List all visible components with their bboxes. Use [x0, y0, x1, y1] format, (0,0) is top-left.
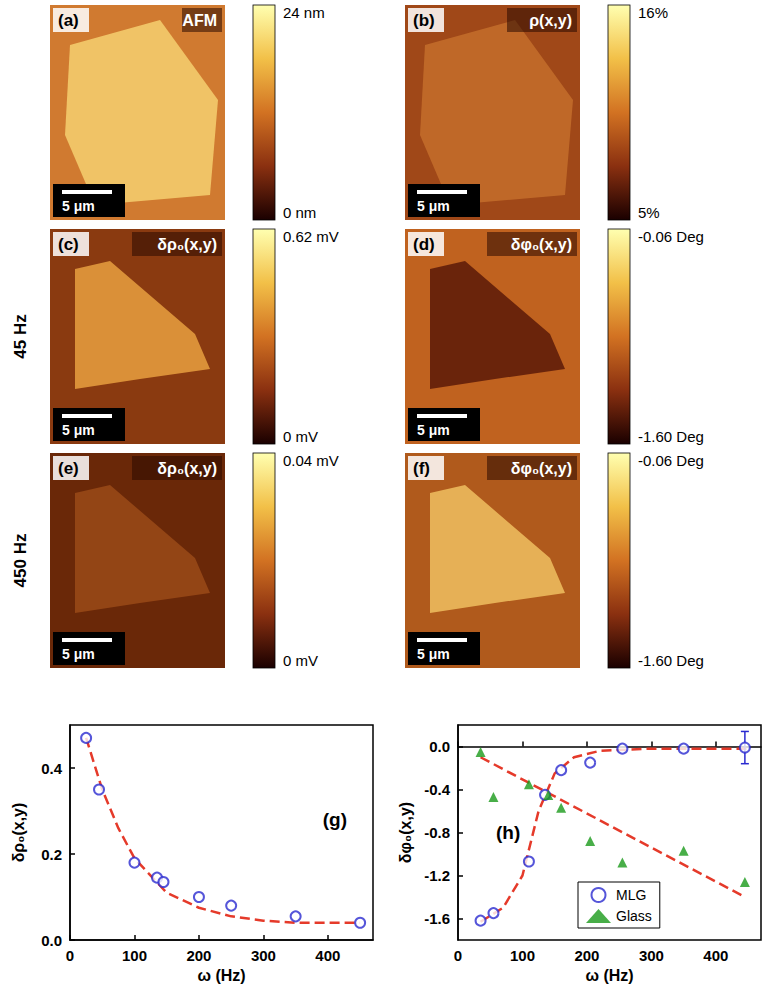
- svg-text:400: 400: [315, 947, 340, 964]
- svg-text:0.0: 0.0: [429, 738, 450, 755]
- svg-text:400: 400: [703, 947, 728, 964]
- svg-text:δρ₀(x,y): δρ₀(x,y): [157, 236, 217, 253]
- svg-text:0.04 mV: 0.04 mV: [283, 452, 339, 469]
- svg-text:(d): (d): [413, 235, 435, 254]
- svg-text:5 μm: 5 μm: [417, 198, 450, 214]
- svg-text:0 nm: 0 nm: [283, 204, 316, 221]
- svg-text:δφ₀(x,y): δφ₀(x,y): [511, 460, 572, 477]
- svg-text:0: 0: [66, 947, 74, 964]
- svg-text:-0.4: -0.4: [424, 781, 451, 798]
- svg-text:100: 100: [122, 947, 147, 964]
- svg-text:-0.06 Deg: -0.06 Deg: [638, 452, 704, 469]
- svg-text:ω (Hz): ω (Hz): [585, 967, 633, 984]
- svg-text:5%: 5%: [638, 204, 660, 221]
- svg-text:δρ₀(x,y): δρ₀(x,y): [157, 460, 217, 477]
- svg-text:(a): (a): [58, 11, 79, 30]
- svg-text:16%: 16%: [638, 4, 668, 21]
- svg-text:δρ₀(x,y): δρ₀(x,y): [10, 803, 27, 863]
- svg-text:100: 100: [510, 947, 535, 964]
- svg-text:5 μm: 5 μm: [62, 646, 95, 662]
- svg-text:δφ₀(x,y): δφ₀(x,y): [397, 802, 414, 863]
- svg-text:ω (Hz): ω (Hz): [197, 967, 245, 984]
- svg-text:0 mV: 0 mV: [283, 428, 318, 445]
- svg-text:5 μm: 5 μm: [62, 198, 95, 214]
- svg-text:(f): (f): [413, 459, 430, 478]
- svg-text:200: 200: [186, 947, 211, 964]
- svg-text:(h): (h): [496, 822, 520, 843]
- svg-text:AFM: AFM: [182, 12, 217, 29]
- svg-text:-1.6: -1.6: [424, 910, 450, 927]
- svg-text:-1.2: -1.2: [424, 867, 450, 884]
- svg-text:24 nm: 24 nm: [283, 4, 325, 21]
- svg-text:-1.60 Deg: -1.60 Deg: [638, 652, 704, 669]
- svg-text:-0.06 Deg: -0.06 Deg: [638, 228, 704, 245]
- svg-text:(g): (g): [323, 809, 347, 830]
- svg-text:5 μm: 5 μm: [417, 646, 450, 662]
- svg-text:450 Hz: 450 Hz: [11, 534, 30, 588]
- svg-text:45 Hz: 45 Hz: [11, 314, 30, 358]
- svg-text:0.2: 0.2: [41, 846, 62, 863]
- svg-text:0: 0: [454, 947, 462, 964]
- svg-text:300: 300: [251, 947, 276, 964]
- svg-text:300: 300: [639, 947, 664, 964]
- svg-text:(b): (b): [413, 11, 435, 30]
- svg-text:5 μm: 5 μm: [62, 422, 95, 438]
- svg-text:0.4: 0.4: [41, 760, 63, 777]
- svg-text:200: 200: [574, 947, 599, 964]
- svg-text:-1.60 Deg: -1.60 Deg: [638, 428, 704, 445]
- svg-text:ρ(x,y): ρ(x,y): [529, 12, 572, 29]
- svg-text:-0.8: -0.8: [424, 824, 450, 841]
- svg-text:(e): (e): [58, 459, 79, 478]
- svg-text:MLG: MLG: [616, 887, 646, 903]
- svg-text:0.0: 0.0: [41, 932, 62, 949]
- svg-text:0.62 mV: 0.62 mV: [283, 228, 339, 245]
- svg-text:δφ₀(x,y): δφ₀(x,y): [511, 236, 572, 253]
- svg-text:5 μm: 5 μm: [417, 422, 450, 438]
- svg-text:Glass: Glass: [616, 908, 652, 924]
- svg-text:(c): (c): [58, 235, 79, 254]
- svg-text:0 mV: 0 mV: [283, 652, 318, 669]
